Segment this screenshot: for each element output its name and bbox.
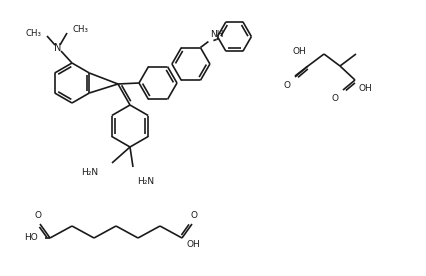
Text: OH: OH (187, 240, 200, 249)
Text: N: N (54, 43, 61, 53)
Text: HO: HO (24, 233, 38, 243)
Text: O: O (283, 81, 290, 90)
Text: NH: NH (210, 30, 223, 39)
Text: OH: OH (291, 47, 305, 56)
Text: H₂N: H₂N (137, 177, 154, 186)
Text: O: O (35, 211, 41, 220)
Text: OH: OH (358, 84, 372, 93)
Text: CH₃: CH₃ (73, 25, 89, 34)
Text: CH₃: CH₃ (26, 28, 42, 38)
Text: O: O (190, 211, 197, 220)
Text: O: O (331, 94, 338, 103)
Text: H₂N: H₂N (81, 168, 98, 177)
